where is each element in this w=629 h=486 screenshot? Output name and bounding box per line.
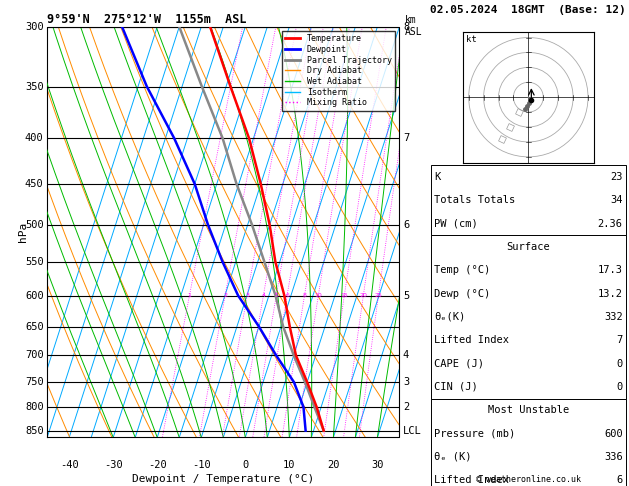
Text: 750: 750 xyxy=(25,377,43,387)
Text: 400: 400 xyxy=(25,133,43,143)
Text: 300: 300 xyxy=(25,22,43,32)
Text: Surface: Surface xyxy=(506,242,550,252)
Text: 3: 3 xyxy=(245,293,249,298)
Text: K: K xyxy=(434,172,440,182)
Text: 10: 10 xyxy=(283,460,296,470)
Text: 800: 800 xyxy=(25,402,43,412)
Text: 550: 550 xyxy=(25,257,43,267)
Text: 8: 8 xyxy=(403,22,409,32)
Text: 0: 0 xyxy=(242,460,248,470)
Text: 2.36: 2.36 xyxy=(598,219,623,228)
Text: 450: 450 xyxy=(25,179,43,189)
Text: 17.3: 17.3 xyxy=(598,265,623,275)
Text: 350: 350 xyxy=(25,82,43,91)
Text: 6: 6 xyxy=(616,475,623,485)
Text: 2: 2 xyxy=(223,293,227,298)
Text: 650: 650 xyxy=(25,322,43,331)
Text: -20: -20 xyxy=(148,460,167,470)
Text: Temp (°C): Temp (°C) xyxy=(434,265,490,275)
Text: 600: 600 xyxy=(604,429,623,438)
Text: hPa: hPa xyxy=(18,222,28,242)
Text: 20: 20 xyxy=(327,460,340,470)
Text: 02.05.2024  18GMT  (Base: 12): 02.05.2024 18GMT (Base: 12) xyxy=(430,5,626,15)
Text: Totals Totals: Totals Totals xyxy=(434,195,515,205)
Text: Lifted Index: Lifted Index xyxy=(434,475,509,485)
Text: 10: 10 xyxy=(314,293,322,298)
Text: 0: 0 xyxy=(616,382,623,392)
Legend: Temperature, Dewpoint, Parcel Trajectory, Dry Adiabat, Wet Adiabat, Isotherm, Mi: Temperature, Dewpoint, Parcel Trajectory… xyxy=(282,31,395,110)
Text: 7: 7 xyxy=(616,335,623,345)
Text: 34: 34 xyxy=(610,195,623,205)
Text: 1: 1 xyxy=(187,293,191,298)
Text: kt: kt xyxy=(465,35,477,44)
Text: 7: 7 xyxy=(403,133,409,143)
Text: Lifted Index: Lifted Index xyxy=(434,335,509,345)
Text: Dewpoint / Temperature (°C): Dewpoint / Temperature (°C) xyxy=(132,474,314,485)
Text: 5: 5 xyxy=(403,291,409,300)
Text: 500: 500 xyxy=(25,220,43,230)
Text: 13.2: 13.2 xyxy=(598,289,623,298)
Text: 8: 8 xyxy=(303,293,306,298)
Text: 25: 25 xyxy=(374,293,382,298)
Text: 23: 23 xyxy=(610,172,623,182)
Text: 6: 6 xyxy=(403,220,409,230)
Text: θₑ (K): θₑ (K) xyxy=(434,452,472,462)
Text: CIN (J): CIN (J) xyxy=(434,382,478,392)
Text: 850: 850 xyxy=(25,426,43,435)
Text: 0: 0 xyxy=(616,359,623,368)
Text: 2: 2 xyxy=(403,402,409,412)
Text: © weatheronline.co.uk: © weatheronline.co.uk xyxy=(476,474,581,484)
Text: 5: 5 xyxy=(274,293,278,298)
Text: 600: 600 xyxy=(25,291,43,300)
Text: Pressure (mb): Pressure (mb) xyxy=(434,429,515,438)
Text: CAPE (J): CAPE (J) xyxy=(434,359,484,368)
Text: LCL: LCL xyxy=(403,426,421,435)
Text: 336: 336 xyxy=(604,452,623,462)
Text: ASL: ASL xyxy=(404,27,422,37)
Text: 9°59'N  275°12'W  1155m  ASL: 9°59'N 275°12'W 1155m ASL xyxy=(47,13,247,26)
Text: Mixing Ratio (g/kg): Mixing Ratio (g/kg) xyxy=(440,176,450,288)
Text: θₑ(K): θₑ(K) xyxy=(434,312,465,322)
Text: 332: 332 xyxy=(604,312,623,322)
Text: -30: -30 xyxy=(104,460,123,470)
Text: 20: 20 xyxy=(359,293,367,298)
Text: km: km xyxy=(404,15,416,25)
Text: 30: 30 xyxy=(371,460,384,470)
Text: PW (cm): PW (cm) xyxy=(434,219,478,228)
Text: Most Unstable: Most Unstable xyxy=(487,405,569,415)
Text: -10: -10 xyxy=(192,460,211,470)
Text: -40: -40 xyxy=(60,460,79,470)
Text: 6: 6 xyxy=(285,293,289,298)
Text: Dewp (°C): Dewp (°C) xyxy=(434,289,490,298)
Text: 4: 4 xyxy=(403,350,409,360)
Text: 700: 700 xyxy=(25,350,43,360)
Text: 15: 15 xyxy=(340,293,348,298)
Text: 3: 3 xyxy=(403,377,409,387)
Text: 4: 4 xyxy=(262,293,265,298)
